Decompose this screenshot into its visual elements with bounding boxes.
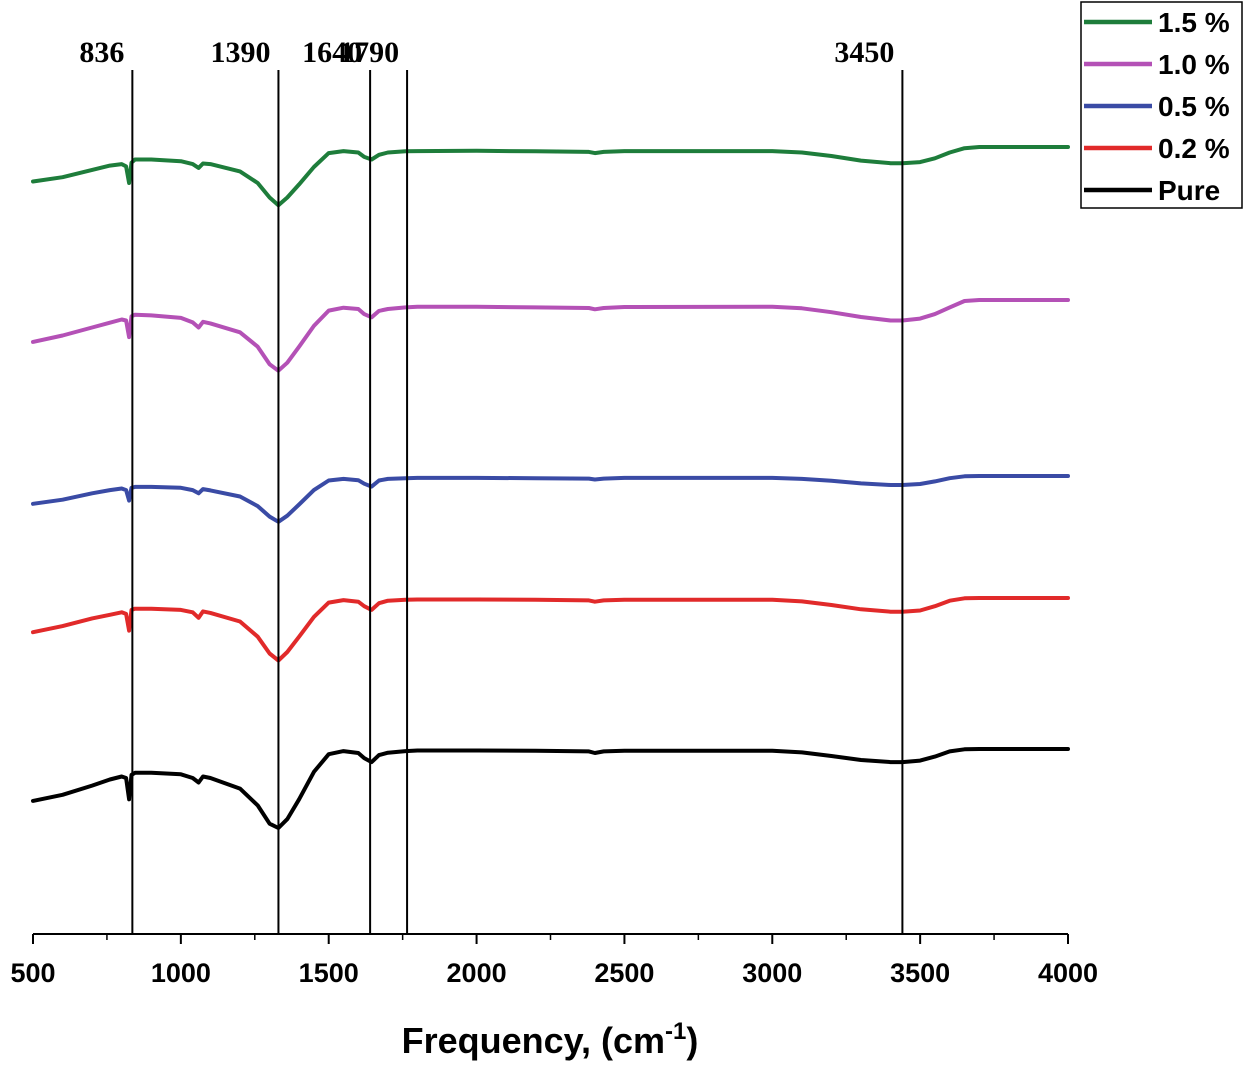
peak-label-1790: 1790: [339, 36, 399, 69]
x-tick-label-3000: 3000: [742, 958, 802, 988]
x-axis-ticks: 500 1000 1500 2000 2500 3000 3500 4000: [10, 934, 1098, 988]
legend-label-1-5: 1.5 %: [1158, 7, 1230, 38]
peak-label-836: 836: [79, 36, 124, 69]
x-tick-label-2500: 2500: [594, 958, 654, 988]
peak-label-3450: 3450: [834, 36, 894, 69]
x-axis-title: Frequency, (cm-1): [402, 1018, 699, 1061]
legend-label-0-5: 0.5 %: [1158, 91, 1230, 122]
peak-label-1640: 1640: [302, 36, 362, 69]
x-axis-title-superscript: -1: [665, 1018, 686, 1045]
x-tick-label-2000: 2000: [447, 958, 507, 988]
legend-label-pure: Pure: [1158, 175, 1220, 206]
series-line-1-5: [31, 145, 1070, 208]
x-tick-label-1000: 1000: [151, 958, 211, 988]
legend-label-0-2: 0.2 %: [1158, 133, 1230, 164]
x-tick-label-500: 500: [10, 958, 55, 988]
series-line-0-5: [31, 474, 1070, 524]
x-tick-label-4000: 4000: [1038, 958, 1098, 988]
series-line-pure: [31, 747, 1070, 830]
x-tick-label-1500: 1500: [299, 958, 359, 988]
x-tick-label-3500: 3500: [890, 958, 950, 988]
peak-label-1390: 1390: [210, 36, 270, 69]
series-layer: [31, 145, 1070, 830]
series-line-1-0: [31, 298, 1070, 373]
legend: 1.5 % 1.0 % 0.5 % 0.2 % Pure: [1080, 1, 1243, 209]
x-axis-title-close: ): [686, 1020, 698, 1061]
legend-label-1-0: 1.0 %: [1158, 49, 1230, 80]
series-line-0-2: [31, 596, 1070, 663]
x-axis-title-main: Frequency, (cm: [402, 1020, 665, 1061]
